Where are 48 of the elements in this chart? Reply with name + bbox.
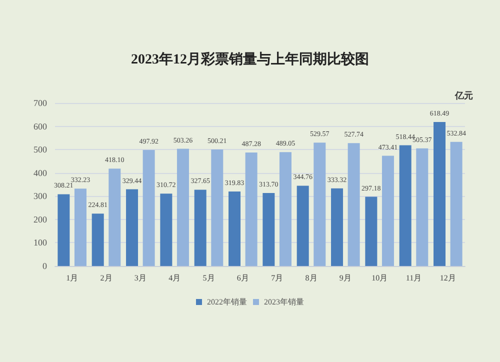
x-tick-label: 12月: [440, 274, 456, 282]
bar: [245, 152, 258, 266]
bar: [142, 150, 155, 266]
x-tick-label: 1月: [66, 274, 78, 282]
x-tick-label: 10月: [372, 274, 388, 282]
bar: [176, 148, 189, 266]
x-tick-label: 3月: [134, 274, 146, 282]
x-tick-label: 4月: [168, 274, 181, 282]
bar: [108, 168, 121, 266]
bar: [262, 192, 275, 266]
y-tick-label: 400: [34, 168, 48, 178]
bar: [296, 186, 309, 266]
bar: [365, 196, 378, 266]
bar: [331, 188, 344, 266]
bar: [92, 214, 104, 266]
y-tick-label: 300: [34, 191, 48, 202]
chart-title: 2023年12月彩票销量与上年同期比较图: [131, 52, 369, 68]
bar: [416, 148, 428, 266]
legend-label: 2022年销量: [207, 298, 247, 306]
y-tick-label: 500: [34, 144, 48, 155]
y-tick-label: 0: [42, 261, 48, 271]
x-tick-label: 8月: [305, 274, 318, 282]
bar: [314, 142, 326, 266]
y-axis-title: 亿元: [454, 90, 473, 100]
y-tick-label: 600: [34, 121, 48, 132]
bar: [279, 152, 292, 266]
x-tick-label: 9月: [339, 274, 352, 282]
bar: [228, 192, 241, 266]
bar: [211, 150, 224, 266]
y-tick-label: 700: [34, 98, 48, 108]
bar: [194, 190, 206, 266]
x-tick-label: 6月: [236, 274, 249, 282]
x-tick-label: 7月: [271, 274, 284, 282]
bar: [348, 143, 360, 266]
x-tick-label: 5月: [202, 274, 215, 282]
bar: [382, 156, 394, 266]
legend-label: 2023年销量: [264, 298, 304, 306]
bar: [58, 194, 70, 266]
x-tick-label: 2月: [100, 274, 112, 282]
y-tick-label: 100: [34, 238, 48, 248]
bar: [399, 145, 412, 266]
bar: [74, 188, 86, 266]
bar: [450, 142, 462, 266]
bar: [160, 194, 172, 266]
bar: [126, 189, 138, 266]
bar: [434, 122, 446, 266]
y-tick-label: 200: [34, 214, 48, 224]
x-tick-label: 11月: [406, 274, 422, 282]
